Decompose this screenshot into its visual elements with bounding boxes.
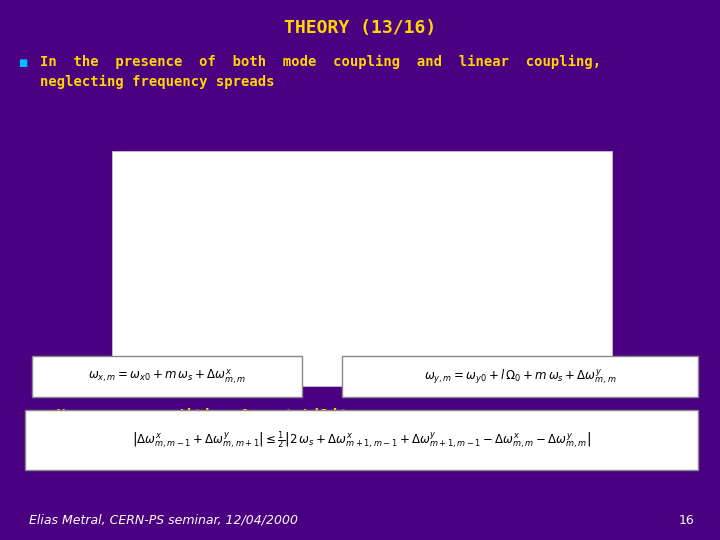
Text: THEORY (13/16): THEORY (13/16) <box>284 19 436 37</box>
Text: $\left|\Delta\omega^x_{m,m-1} + \Delta\omega^y_{m,m+1}\right| \leq \frac{1}{2}\l: $\left|\Delta\omega^x_{m,m-1} + \Delta\o… <box>132 429 591 451</box>
Bar <box>25 410 698 470</box>
Text: $\omega_{x,m} = \omega_{x0} + m\,\omega_s + \Delta\omega^x_{m,m}$: $\omega_{x,m} = \omega_{x0} + m\,\omega_… <box>89 367 246 386</box>
Text: Elias Metral, CERN-PS seminar, 12/04/2000: Elias Metral, CERN-PS seminar, 12/04/200… <box>29 514 298 526</box>
Text: neglecting frequency spreads: neglecting frequency spreads <box>40 75 274 89</box>
Text: ■: ■ <box>19 58 27 69</box>
Text: In  the  presence  of  both  mode  coupling  and  linear  coupling,: In the presence of both mode coupling an… <box>40 55 600 69</box>
Text: $\omega_{y,m} = \omega_{y0} + l\,\Omega_0 + m\,\omega_s + \Delta\omega^y_{m,m}$: $\omega_{y,m} = \omega_{y0} + l\,\Omega_… <box>424 367 616 386</box>
Bar <box>112 151 612 386</box>
Text: => Necessary condition for stability: => Necessary condition for stability <box>29 408 357 424</box>
Bar <box>32 356 302 397</box>
Text: 16: 16 <box>679 514 695 526</box>
Bar <box>342 356 698 397</box>
